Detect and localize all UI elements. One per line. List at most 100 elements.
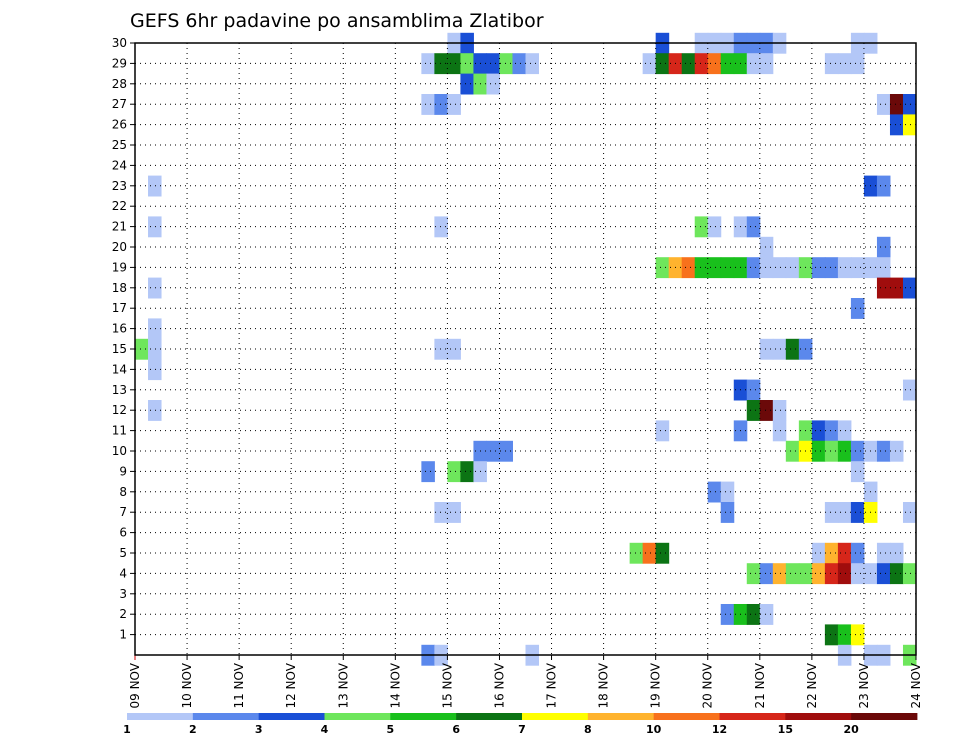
heatmap-cell <box>707 481 722 503</box>
heatmap-cell <box>434 53 448 75</box>
heatmap-cell <box>759 338 774 360</box>
heatmap-cell <box>707 257 722 279</box>
heatmap-cell <box>902 502 917 523</box>
heatmap-cell <box>746 53 761 75</box>
colorbar-label: 2 <box>189 723 197 736</box>
y-tick-label: 13 <box>112 383 127 397</box>
heatmap-cell <box>772 257 787 279</box>
y-tick-label: 15 <box>112 342 127 356</box>
colorbar-segment <box>785 713 852 720</box>
heatmap-cell <box>447 461 461 483</box>
heatmap-cell <box>486 53 500 75</box>
colorbar-label: 4 <box>321 723 329 736</box>
y-tick-label: 8 <box>119 485 127 499</box>
heatmap-cell <box>824 440 839 462</box>
x-tick-label: 23 NOV <box>857 662 871 708</box>
heatmap-cell <box>772 400 787 421</box>
y-tick-label: 25 <box>112 138 127 152</box>
colorbar-label: 20 <box>844 723 860 736</box>
heatmap-cell <box>824 563 839 585</box>
heatmap-cell <box>876 257 891 279</box>
heatmap-cell <box>811 420 826 442</box>
heatmap-cell <box>850 542 865 564</box>
heatmap-cell <box>525 53 540 75</box>
colorbar-label: 10 <box>646 723 662 736</box>
heatmap-cell <box>720 53 735 75</box>
heatmap-cell <box>837 542 852 564</box>
colorbar-segment <box>522 713 589 720</box>
heatmap-cell <box>694 216 709 238</box>
heatmap-cell <box>850 53 865 75</box>
y-tick-label: 3 <box>119 587 127 601</box>
heatmap-cell <box>902 379 917 401</box>
heatmap-cell <box>460 53 474 75</box>
heatmap-cell <box>655 420 670 442</box>
heatmap-cell <box>785 563 800 585</box>
heatmap-cell <box>720 481 735 503</box>
heatmap-cell <box>486 73 500 95</box>
heatmap-cell <box>746 400 761 421</box>
x-tick-label: 09 NOV <box>128 662 142 708</box>
heatmap-cell <box>889 542 904 564</box>
x-tick-label: 20 NOV <box>701 662 715 708</box>
heatmap-cell <box>746 563 761 585</box>
y-axis: 1234567891011121314151617181920212223242… <box>112 36 135 642</box>
heatmap-cell <box>135 338 149 360</box>
heatmap-cell <box>681 53 696 75</box>
y-tick-label: 29 <box>112 56 127 70</box>
y-tick-label: 23 <box>112 179 127 193</box>
colorbar-label: 12 <box>712 723 727 736</box>
heatmap-cell <box>824 53 839 75</box>
heatmap-cell <box>772 563 787 585</box>
x-tick-label: 15 NOV <box>440 662 454 708</box>
y-tick-label: 24 <box>112 158 127 172</box>
x-tick-label: 12 NOV <box>284 662 298 708</box>
heatmap-cell <box>460 461 474 483</box>
heatmap-cell <box>746 257 761 279</box>
y-tick-label: 1 <box>119 628 127 642</box>
heatmap-cell <box>889 94 904 115</box>
heatmap-cell <box>837 53 852 75</box>
heatmap-cell <box>629 542 644 564</box>
x-tick-label: 11 NOV <box>232 662 246 708</box>
x-tick-label: 18 NOV <box>597 662 611 708</box>
heatmap-cell <box>889 114 904 136</box>
y-tick-label: 6 <box>119 526 127 540</box>
heatmap-cell <box>837 420 852 442</box>
heatmap-cell <box>785 257 800 279</box>
heatmap-cell <box>759 257 774 279</box>
colorbar-segment <box>587 713 655 720</box>
heatmap-cell <box>499 440 513 462</box>
y-tick-label: 18 <box>112 281 127 295</box>
x-tick-label: 13 NOV <box>336 662 350 708</box>
heatmap-cell <box>460 73 474 95</box>
y-tick-label: 11 <box>112 424 127 438</box>
heatmap-cell <box>824 542 839 564</box>
colorbar-label: 5 <box>387 723 395 736</box>
colorbar-label: 8 <box>584 723 592 736</box>
x-tick-label: 16 NOV <box>492 662 506 708</box>
heatmap-cell <box>850 624 865 646</box>
x-axis: 09 NOV 10 NOV 11 NOV 12 NOV 13 NOV 14 NOV 15 N… <box>128 655 923 709</box>
colorbar-segment <box>719 713 786 720</box>
heatmap-cell <box>746 216 761 238</box>
y-tick-label: 27 <box>112 97 127 111</box>
heatmap-cell <box>746 379 761 401</box>
colorbar-segment <box>324 713 391 720</box>
y-tick-label: 14 <box>112 362 127 376</box>
heatmap-cell <box>837 440 852 462</box>
plot-frame <box>134 42 917 656</box>
colorbar-segment <box>851 713 918 720</box>
heatmap-cell <box>772 338 787 360</box>
heatmap-cell <box>434 338 448 360</box>
heatmap-cell <box>902 114 917 136</box>
x-tick-label: 10 NOV <box>180 662 194 708</box>
heatmap-cell <box>824 502 839 523</box>
x-tick-label: 22 NOV <box>805 662 819 708</box>
heatmap-cell <box>902 277 917 299</box>
heatmap-cell <box>148 175 162 197</box>
y-tick-label: 4 <box>119 566 127 580</box>
heatmap-cell <box>707 53 722 75</box>
y-tick-label: 21 <box>112 220 127 234</box>
heatmap-cell <box>876 440 891 462</box>
